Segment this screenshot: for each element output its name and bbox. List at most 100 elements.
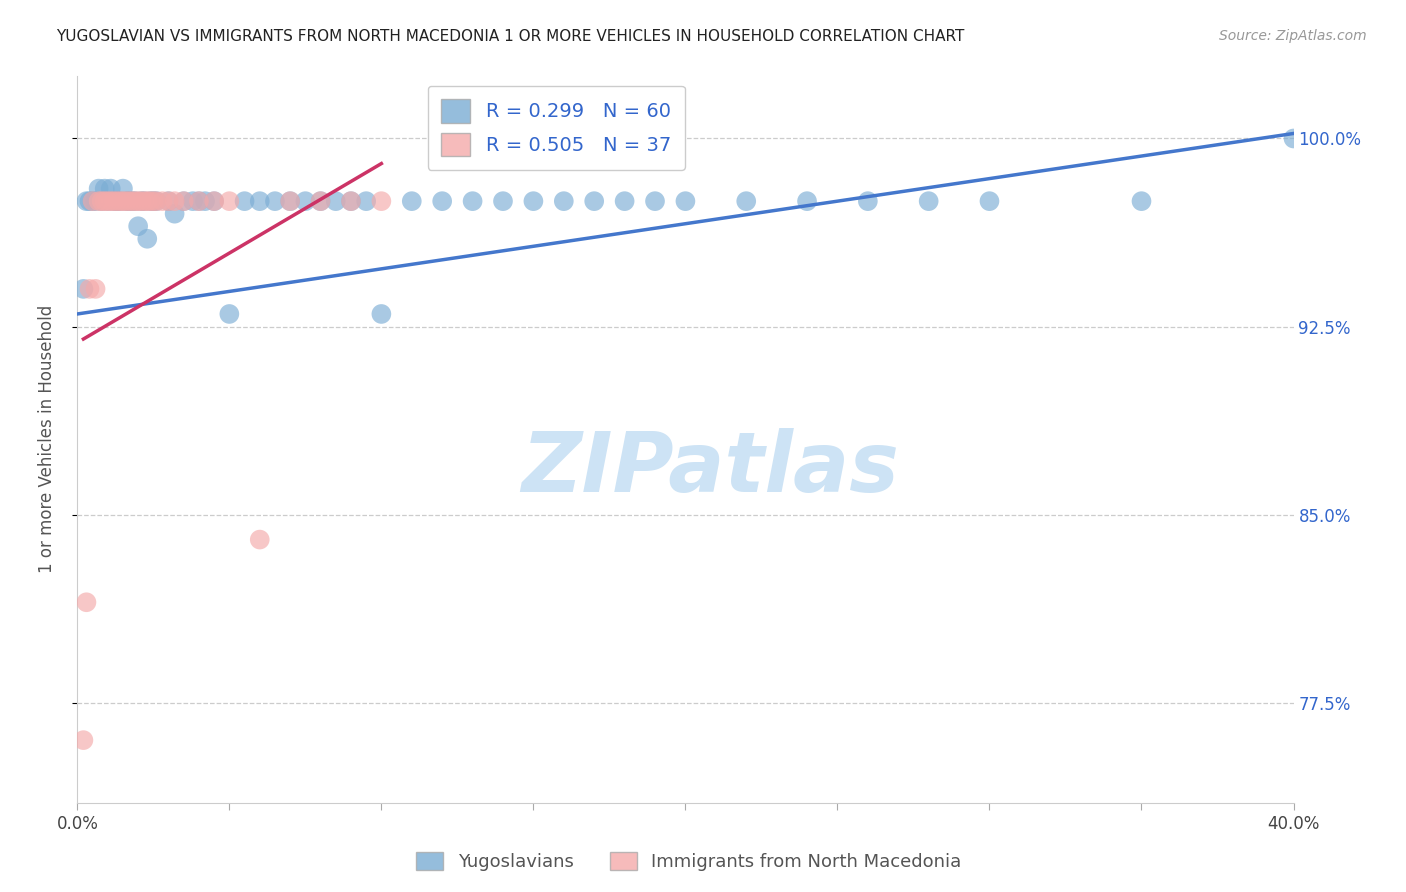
Point — [432, 194, 454, 209]
Point — [127, 219, 149, 234]
Point — [152, 194, 174, 209]
Point — [111, 181, 134, 195]
Point — [145, 194, 167, 209]
Point — [492, 194, 515, 209]
Point — [340, 194, 363, 209]
Legend: R = 0.299   N = 60, R = 0.505   N = 37: R = 0.299 N = 60, R = 0.505 N = 37 — [427, 86, 685, 170]
Point — [188, 194, 211, 209]
Point — [278, 194, 301, 209]
Point — [325, 194, 347, 209]
Point — [796, 194, 818, 209]
Point — [84, 282, 107, 296]
Point — [918, 194, 941, 209]
Point — [370, 307, 392, 321]
Point — [278, 194, 301, 209]
Point — [145, 194, 167, 209]
Point — [249, 533, 271, 547]
Point — [401, 194, 423, 209]
Point — [188, 194, 211, 209]
Point — [1130, 194, 1153, 209]
Point — [142, 194, 165, 209]
Point — [173, 194, 195, 209]
Point — [103, 194, 125, 209]
Point — [105, 194, 128, 209]
Point — [675, 194, 697, 209]
Point — [370, 194, 392, 209]
Point — [129, 194, 152, 209]
Point — [90, 194, 112, 209]
Point — [218, 194, 240, 209]
Point — [1282, 131, 1305, 145]
Point — [553, 194, 575, 209]
Point — [118, 194, 141, 209]
Point — [233, 194, 256, 209]
Point — [194, 194, 217, 209]
Point — [93, 181, 115, 195]
Point — [294, 194, 316, 209]
Point — [87, 181, 110, 195]
Point — [124, 194, 146, 209]
Point — [105, 194, 128, 209]
Point — [157, 194, 180, 209]
Legend: Yugoslavians, Immigrants from North Macedonia: Yugoslavians, Immigrants from North Mace… — [409, 845, 969, 879]
Point — [134, 194, 156, 209]
Text: Source: ZipAtlas.com: Source: ZipAtlas.com — [1219, 29, 1367, 43]
Point — [163, 194, 186, 209]
Point — [461, 194, 484, 209]
Point — [100, 194, 122, 209]
Point — [583, 194, 606, 209]
Point — [72, 282, 94, 296]
Y-axis label: 1 or more Vehicles in Household: 1 or more Vehicles in Household — [38, 305, 56, 574]
Point — [84, 194, 107, 209]
Text: YUGOSLAVIAN VS IMMIGRANTS FROM NORTH MACEDONIA 1 OR MORE VEHICLES IN HOUSEHOLD C: YUGOSLAVIAN VS IMMIGRANTS FROM NORTH MAC… — [56, 29, 965, 44]
Point — [134, 194, 156, 209]
Point — [79, 282, 101, 296]
Point — [75, 194, 97, 209]
Point — [613, 194, 636, 209]
Point — [93, 194, 115, 209]
Point — [218, 307, 240, 321]
Point — [108, 194, 131, 209]
Point — [118, 194, 141, 209]
Point — [82, 194, 104, 209]
Point — [121, 194, 143, 209]
Point — [111, 194, 134, 209]
Point — [163, 207, 186, 221]
Point — [856, 194, 879, 209]
Point — [181, 194, 204, 209]
Point — [90, 194, 112, 209]
Point — [97, 194, 120, 209]
Point — [87, 194, 110, 209]
Point — [108, 194, 131, 209]
Point — [127, 194, 149, 209]
Point — [142, 194, 165, 209]
Point — [644, 194, 666, 209]
Point — [522, 194, 544, 209]
Point — [136, 232, 159, 246]
Point — [139, 194, 162, 209]
Point — [979, 194, 1001, 209]
Point — [82, 194, 104, 209]
Point — [735, 194, 758, 209]
Point — [202, 194, 225, 209]
Point — [264, 194, 287, 209]
Point — [129, 194, 152, 209]
Point — [72, 733, 94, 747]
Point — [173, 194, 195, 209]
Point — [157, 194, 180, 209]
Text: ZIPatlas: ZIPatlas — [520, 428, 898, 509]
Point — [100, 181, 122, 195]
Point — [249, 194, 271, 209]
Point — [202, 194, 225, 209]
Point — [121, 194, 143, 209]
Point — [136, 194, 159, 209]
Point — [139, 194, 162, 209]
Point — [309, 194, 332, 209]
Point — [115, 194, 138, 209]
Point — [75, 595, 97, 609]
Point — [79, 194, 101, 209]
Point — [124, 194, 146, 209]
Point — [103, 194, 125, 209]
Point — [340, 194, 363, 209]
Point — [115, 194, 138, 209]
